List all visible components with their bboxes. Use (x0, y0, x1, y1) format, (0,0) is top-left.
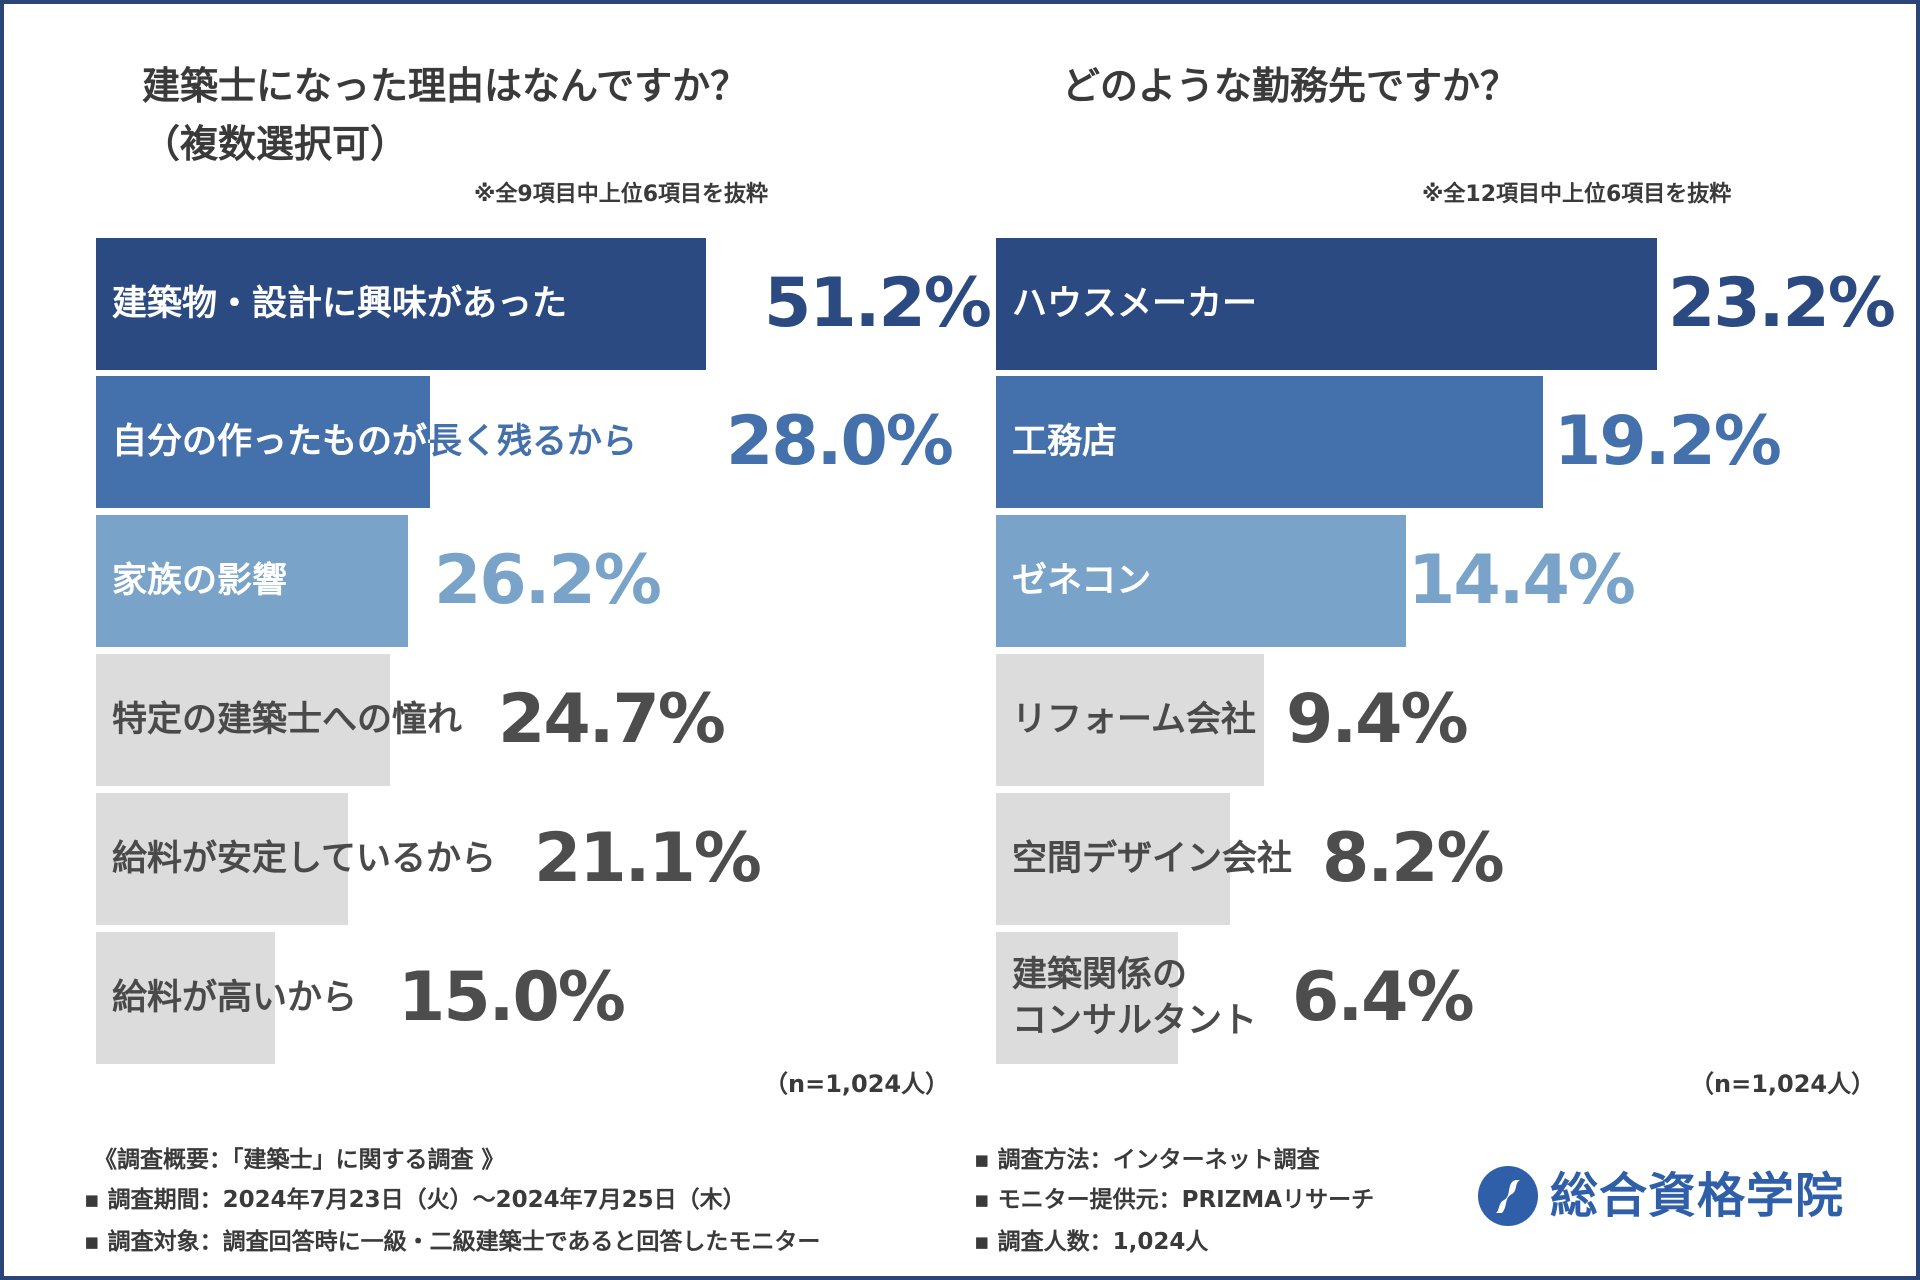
bar-row: リフォーム会社 9.4% (996, 654, 1876, 786)
bar (996, 376, 1543, 508)
brand-logo: 総合資格学院 (1478, 1164, 1878, 1228)
bar (96, 932, 275, 1064)
bar-value-label: 21.1% (534, 819, 762, 898)
bar-row: 建築関係のコンサルタント 6.4% (996, 932, 1876, 1064)
bar-label-line: コンサルタント (1012, 1001, 1258, 1041)
workplace-chart-title: どのような勤務先ですか？ (1062, 64, 1519, 108)
bar-label: 建築物・設計に興味があった (112, 284, 568, 324)
workplace-chart-panel: どのような勤務先ですか？ ※全12項目中上位6項目を抜粋 ハウスメーカー 23.2… (996, 4, 1896, 1098)
bar (96, 654, 390, 786)
bar-label: ゼネコン (1012, 561, 1152, 601)
bar-label-line: 建築関係の (1012, 955, 1188, 995)
survey-summary-heading: 《調査概要：「建築士」に関する調査 》 (94, 1147, 505, 1173)
workplace-sample-size: （n=1,024人） (1690, 1070, 1876, 1098)
bar-value-label: 8.2% (1322, 819, 1505, 898)
reasons-sample-size: （n=1,024人） (764, 1070, 950, 1098)
reasons-chart-panel: 建築士になった理由はなんですか？ （複数選択可） ※全9項目中上位6項目を抜粋 … (96, 4, 992, 1098)
survey-method: ▪ 調査方法：インターネット調査 (974, 1147, 1320, 1173)
bar-value-label: 14.4% (1408, 541, 1636, 620)
bar (96, 238, 706, 370)
bar-row: 工務店 19.2% (996, 376, 1876, 508)
bar (996, 238, 1657, 370)
survey-period: ▪ 調査期間：2024年7月23日（火）～2024年7月25日（木） (84, 1187, 746, 1213)
bar-row: 建築物・設計に興味があった 51.2% (96, 238, 992, 370)
bar-label: 給料が高いから (112, 978, 358, 1018)
bar-value-label: 51.2% (764, 264, 992, 343)
bar (996, 515, 1406, 647)
bar (996, 793, 1230, 925)
bar-label: 特定の建築士への憧れ (112, 700, 463, 740)
bar-row: 給料が高いから 15.0% (96, 932, 956, 1064)
bar-row: 給料が安定しているから 21.1% (96, 793, 956, 925)
bar-value-label: 26.2% (434, 541, 662, 620)
reasons-chart-note: ※全9項目中上位6項目を抜粋 (474, 182, 769, 207)
bar-value-label: 23.2% (1668, 264, 1896, 343)
bar-label: ハウスメーカー (1012, 284, 1258, 324)
bar-value-label: 24.7% (498, 680, 726, 759)
bar (96, 515, 408, 647)
bar-label: 空間デザイン会社 (1012, 839, 1293, 879)
bar-row: ゼネコン 14.4% (996, 515, 1876, 647)
brand-s-icon (1478, 1166, 1538, 1226)
bar-label: 工務店 (1012, 422, 1118, 462)
bar-value-label: 9.4% (1286, 680, 1469, 759)
reasons-chart-subtitle: （複数選択可） (142, 122, 409, 166)
bar (996, 654, 1264, 786)
brand-name: 総合資格学院 (1550, 1168, 1845, 1224)
bar-label: 給料が安定しているから (112, 839, 496, 879)
bar-row: 自分の作ったものが長く残るから自分の作ったものが長く残るから28.0% (96, 376, 956, 508)
survey-provider: ▪ モニター提供元：PRIZMAリサーチ (974, 1187, 1375, 1213)
survey-target: ▪ 調査対象：調査回答時に一級・二級建築士であると回答したモニター (84, 1229, 821, 1255)
bar (996, 932, 1178, 1064)
bar (96, 793, 348, 925)
bar-label: 建築関係のコンサルタント (1012, 952, 1257, 1044)
bar-value-label: 28.0% (726, 402, 954, 481)
bar-value-label: 6.4% (1292, 958, 1475, 1037)
bar-label-overhang: 自分の作ったものが長く残るから (430, 420, 637, 464)
survey-count: ▪ 調査人数：1,024人 (974, 1229, 1209, 1255)
reasons-chart-title: 建築士になった理由はなんですか？ (142, 64, 749, 108)
bar-value-label: 19.2% (1554, 402, 1782, 481)
bar-label: 自分の作ったものが長く残るから (112, 422, 638, 462)
bar-value-label: 15.0% (398, 958, 626, 1037)
bar-row: 家族の影響 26.2% (96, 515, 956, 647)
bar-row: 特定の建築士への憧れ 24.7% (96, 654, 956, 786)
bar-label: 家族の影響 (112, 561, 288, 601)
workplace-chart-note: ※全12項目中上位6項目を抜粋 (1422, 182, 1732, 207)
bar (96, 376, 430, 508)
bar-label: リフォーム会社 (1012, 700, 1256, 740)
bar-row: ハウスメーカー 23.2% (996, 238, 1896, 370)
bar-row: 空間デザイン会社 8.2% (996, 793, 1876, 925)
